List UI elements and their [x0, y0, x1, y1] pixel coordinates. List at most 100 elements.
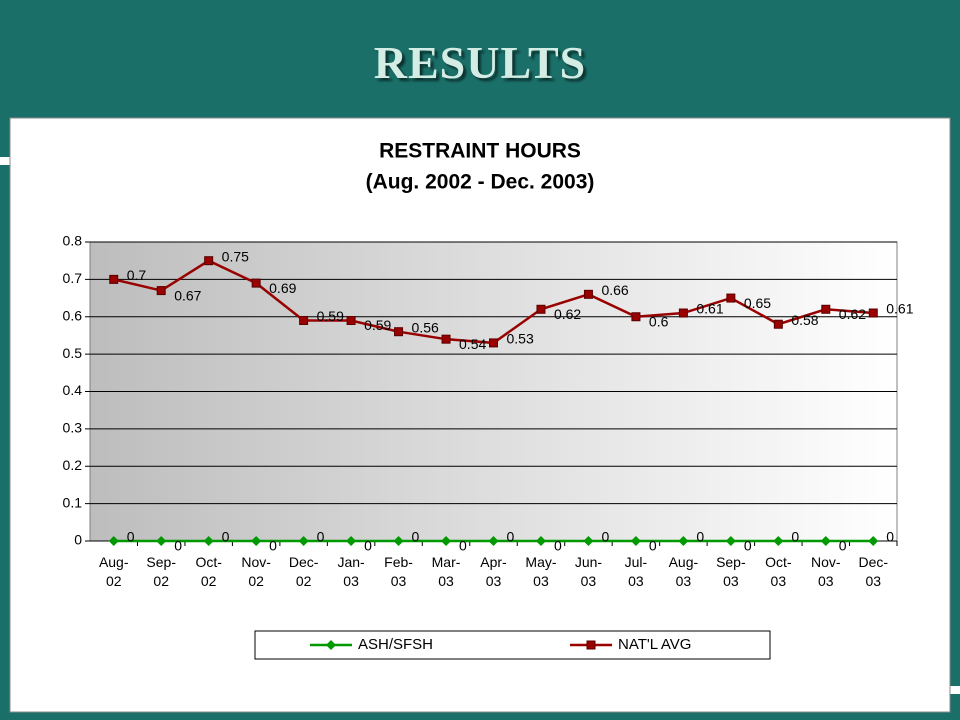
data-label: 0.59	[364, 317, 391, 333]
data-point	[583, 536, 594, 546]
data-label: 0.67	[174, 287, 201, 303]
data-label: 0	[127, 529, 135, 545]
legend-label: NAT'L AVG	[618, 636, 691, 653]
data-point	[868, 536, 879, 546]
x-tick-label: May-03	[525, 554, 556, 589]
data-label: 0	[886, 529, 894, 545]
data-label: 0.61	[696, 301, 723, 317]
data-label: 0.59	[317, 308, 344, 324]
y-tick-label: 0.8	[63, 233, 83, 249]
data-point	[251, 536, 262, 546]
data-point	[583, 289, 593, 299]
data-label: 0	[791, 529, 799, 545]
data-point	[108, 536, 119, 546]
data-point	[109, 274, 119, 284]
data-point	[726, 293, 736, 303]
data-label: 0.62	[554, 306, 581, 322]
data-label: 0.62	[839, 306, 866, 322]
data-label: 0.56	[412, 319, 439, 335]
x-tick-label: Jun-03	[575, 554, 603, 589]
data-label: 0	[649, 538, 657, 554]
data-point	[631, 312, 641, 322]
decoration	[950, 686, 960, 694]
x-tick-label: Jul-03	[625, 554, 648, 589]
data-label: 0	[412, 529, 420, 545]
y-tick-label: 0.5	[63, 345, 83, 361]
data-label: 0	[507, 529, 515, 545]
data-point	[441, 536, 452, 546]
x-tick-label: Nov-03	[811, 554, 841, 589]
data-point	[441, 334, 451, 344]
data-label: 0	[317, 529, 325, 545]
data-point	[536, 304, 546, 314]
data-point	[346, 315, 356, 325]
data-point	[820, 536, 831, 546]
data-label: 0.7	[127, 267, 147, 283]
legend-marker	[586, 640, 596, 650]
data-label: 0	[696, 529, 704, 545]
x-tick-label: Sep-02	[146, 554, 176, 589]
data-point	[535, 536, 546, 546]
data-point	[394, 327, 404, 337]
data-point	[156, 536, 167, 546]
x-tick-label: Apr-03	[480, 554, 507, 589]
data-label: 0.58	[791, 312, 818, 328]
x-tick-label: Dec-03	[858, 554, 888, 589]
data-point	[773, 536, 784, 546]
x-tick-label: Jan-03	[337, 554, 365, 589]
data-point	[773, 319, 783, 329]
data-point	[204, 256, 214, 266]
data-label: 0.61	[886, 301, 913, 317]
data-point	[251, 278, 261, 288]
y-tick-label: 0.2	[63, 457, 83, 473]
x-tick-label: Feb-03	[384, 554, 413, 589]
x-tick-label: Mar-03	[432, 554, 461, 589]
data-point	[868, 308, 878, 318]
x-tick-label: Oct-02	[195, 554, 222, 589]
x-tick-label: Dec-02	[289, 554, 319, 589]
y-tick-label: 0.4	[63, 382, 83, 398]
data-label: 0	[601, 529, 609, 545]
y-tick-label: 0.1	[63, 494, 83, 510]
data-label: 0	[839, 538, 847, 554]
data-label: 0	[364, 538, 372, 554]
y-tick-label: 0.3	[63, 420, 83, 436]
legend-label: ASH/SFSH	[358, 636, 433, 653]
y-tick-label: 0.6	[63, 307, 83, 323]
slide-title: RESULTS	[373, 37, 587, 88]
y-tick-label: 0	[74, 532, 82, 548]
data-point	[299, 315, 309, 325]
data-label: 0.66	[601, 282, 628, 298]
x-tick-label: Nov-02	[241, 554, 271, 589]
x-tick-label: Aug-02	[99, 554, 129, 589]
data-point	[156, 286, 166, 296]
data-point	[203, 536, 214, 546]
legend-marker	[326, 640, 336, 650]
data-point	[298, 536, 309, 546]
data-label: 0	[174, 538, 182, 554]
data-point	[488, 536, 499, 546]
data-point	[725, 536, 736, 546]
data-point	[393, 536, 404, 546]
data-label: 0	[554, 538, 562, 554]
data-label: 0.69	[269, 280, 296, 296]
data-label: 0	[269, 538, 277, 554]
decoration	[0, 157, 10, 165]
data-point	[630, 536, 641, 546]
data-label: 0.53	[507, 331, 534, 347]
x-tick-label: Oct-03	[765, 554, 792, 589]
data-label: 0.75	[222, 248, 249, 264]
data-label: 0	[744, 538, 752, 554]
data-label: 0.65	[744, 295, 771, 311]
data-point	[821, 304, 831, 314]
data-point	[678, 536, 689, 546]
data-label: 0.54	[459, 336, 486, 352]
chart-subtitle: (Aug. 2002 - Dec. 2003)	[366, 171, 595, 194]
data-point	[489, 338, 498, 348]
data-label: 0	[459, 538, 467, 554]
data-point	[678, 308, 688, 318]
data-label: 0	[222, 529, 230, 545]
chart-title: RESTRAINT HOURS	[379, 140, 581, 163]
